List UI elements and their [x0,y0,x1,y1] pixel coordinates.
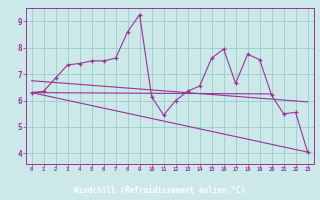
Text: Windchill (Refroidissement éolien,°C): Windchill (Refroidissement éolien,°C) [75,186,245,195]
